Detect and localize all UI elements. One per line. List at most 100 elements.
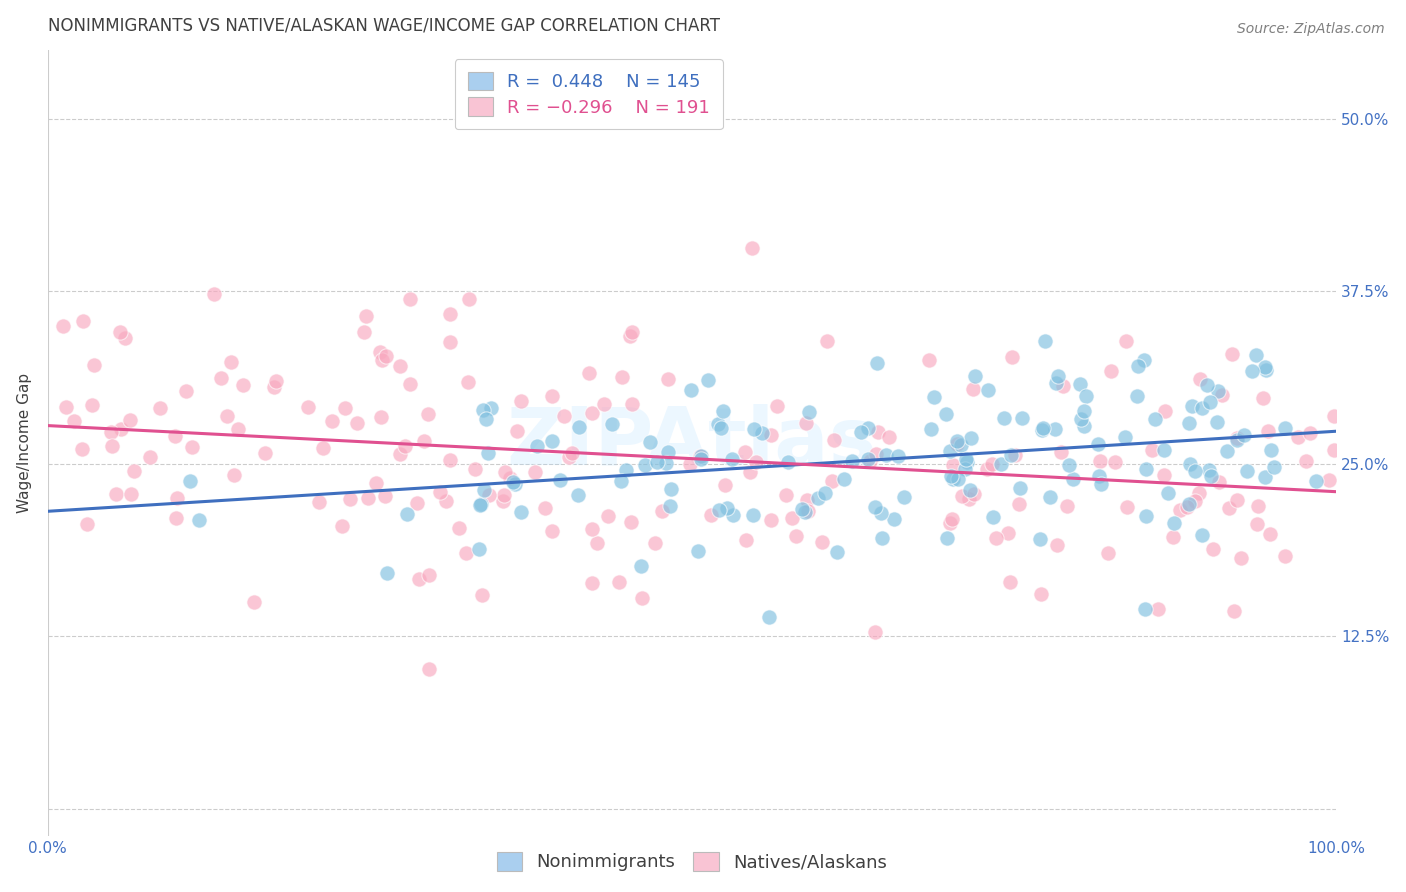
Point (936, 531, 959, 545)
Text: NONIMMIGRANTS VS NATIVE/ALASKAN WAGE/INCOME GAP CORRELATION CHART: NONIMMIGRANTS VS NATIVE/ALASKAN WAGE/INC… (48, 17, 720, 35)
Point (634, 458, 657, 473)
Point (751, 425, 773, 440)
Point (374, 489, 396, 503)
Point (1188, 486, 1211, 500)
Point (621, 326, 644, 340)
Point (630, 559, 652, 574)
Point (807, 491, 830, 506)
Point (100, 425, 122, 439)
Point (1069, 377, 1091, 392)
Point (370, 410, 392, 425)
Point (533, 500, 555, 515)
Point (593, 397, 616, 411)
Point (1246, 517, 1268, 532)
Point (1323, 409, 1346, 424)
Point (254, 446, 277, 460)
Point (1230, 550, 1253, 565)
Text: Source: ZipAtlas.com: Source: ZipAtlas.com (1237, 22, 1385, 37)
Point (1128, 359, 1150, 373)
Point (981, 457, 1004, 471)
Point (297, 400, 319, 414)
Point (1191, 401, 1213, 415)
Point (52, 319, 75, 334)
Point (1133, 602, 1156, 616)
Point (865, 356, 887, 370)
Point (946, 472, 969, 486)
Point (581, 575, 603, 590)
Point (815, 334, 838, 348)
Point (357, 491, 380, 506)
Y-axis label: Wage/Income Gap: Wage/Income Gap (17, 373, 32, 513)
Point (785, 529, 807, 543)
Point (526, 439, 548, 453)
Point (1059, 458, 1081, 472)
Point (1216, 443, 1239, 458)
Point (1087, 437, 1109, 451)
Point (714, 478, 737, 492)
Point (1115, 334, 1137, 349)
Point (396, 507, 419, 521)
Point (477, 445, 499, 459)
Point (1070, 411, 1092, 425)
Point (179, 474, 201, 488)
Point (720, 451, 742, 466)
Point (607, 574, 630, 589)
Point (610, 474, 633, 488)
Point (1135, 462, 1157, 476)
Point (499, 471, 522, 485)
Point (1029, 587, 1052, 601)
Point (224, 467, 246, 482)
Point (950, 489, 973, 503)
Point (1000, 449, 1022, 463)
Point (494, 488, 516, 502)
Point (1062, 472, 1084, 486)
Point (429, 485, 451, 500)
Point (308, 495, 330, 509)
Point (1142, 443, 1164, 458)
Point (735, 533, 758, 548)
Point (657, 372, 679, 386)
Point (1181, 399, 1204, 413)
Point (399, 292, 422, 306)
Point (758, 610, 780, 624)
Point (1251, 391, 1274, 405)
Point (1088, 454, 1111, 468)
Point (110, 422, 132, 436)
Point (578, 366, 600, 380)
Point (1202, 542, 1225, 557)
Point (799, 404, 821, 418)
Point (690, 451, 713, 466)
Point (475, 411, 498, 425)
Point (620, 397, 643, 411)
Point (922, 390, 945, 404)
Point (1263, 460, 1285, 475)
Point (540, 434, 562, 448)
Point (418, 567, 440, 582)
Point (797, 504, 820, 518)
Point (976, 462, 998, 476)
Point (1114, 430, 1136, 444)
Point (1032, 421, 1054, 435)
Point (866, 425, 889, 439)
Point (470, 497, 492, 511)
Point (688, 544, 710, 558)
Point (942, 458, 965, 472)
Point (1143, 412, 1166, 426)
Point (945, 436, 967, 450)
Point (439, 334, 461, 349)
Point (264, 374, 287, 388)
Point (776, 455, 799, 469)
Point (1028, 532, 1050, 546)
Point (464, 461, 486, 475)
Point (721, 508, 744, 522)
Point (963, 368, 986, 383)
Point (1199, 394, 1222, 409)
Point (883, 511, 905, 525)
Point (541, 388, 564, 402)
Point (492, 494, 515, 508)
Point (1305, 475, 1327, 489)
Point (782, 511, 804, 525)
Point (962, 382, 984, 396)
Point (63, 414, 86, 428)
Point (790, 502, 813, 516)
